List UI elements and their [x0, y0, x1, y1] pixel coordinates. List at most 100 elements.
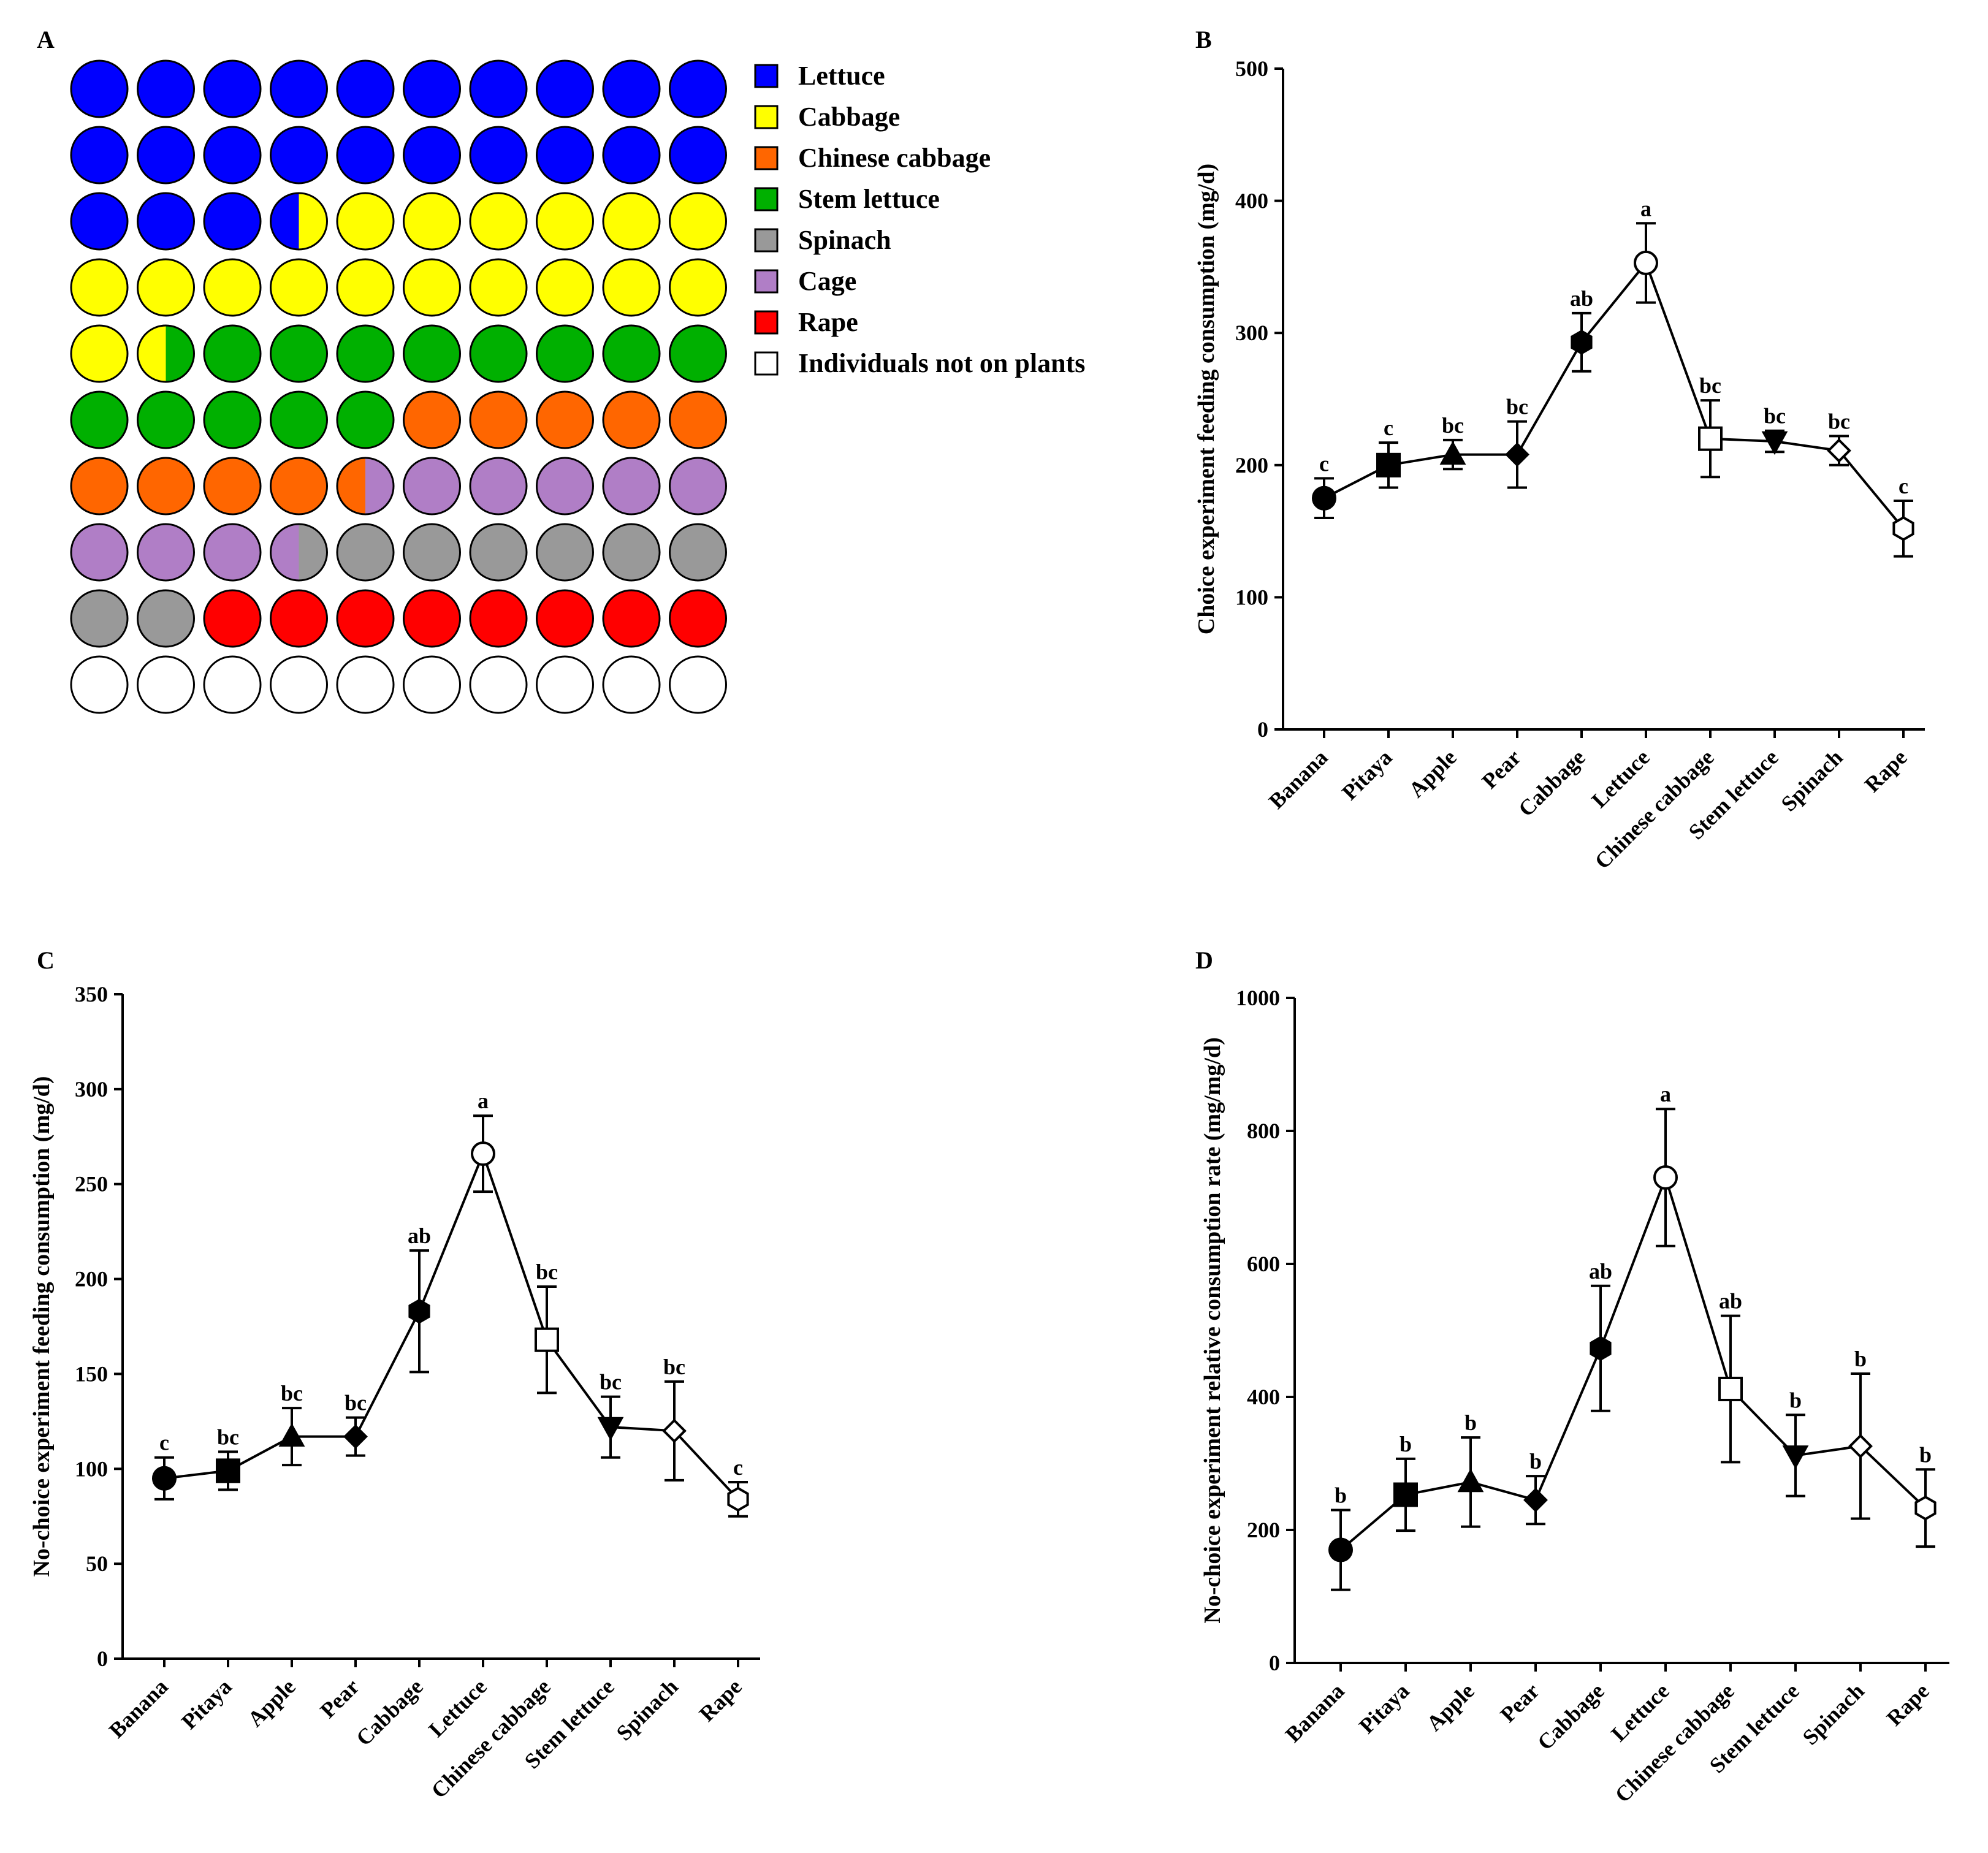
y-tick-label: 500	[1235, 56, 1268, 81]
legend-item-cabbage: Cabbage	[754, 102, 900, 132]
x-tick-label: Banana	[1281, 1678, 1349, 1747]
y-tick-label: 300	[75, 1077, 108, 1102]
grid-dot	[536, 523, 594, 582]
grid-dot	[536, 655, 594, 714]
significance-label: bc	[1764, 404, 1786, 428]
significance-label: ab	[1719, 1289, 1742, 1314]
data-point	[1523, 1488, 1548, 1513]
data-point	[1761, 431, 1788, 455]
grid-dot	[70, 192, 129, 251]
grid-dot	[669, 589, 727, 648]
x-tick-label: Apple	[1404, 745, 1461, 802]
grid-dot	[469, 126, 528, 185]
grid-dot	[336, 523, 395, 582]
y-tick-label: 0	[97, 1646, 108, 1671]
grid-dot	[70, 324, 129, 383]
significance-label: bc	[1699, 373, 1721, 398]
grid-dot	[469, 390, 528, 449]
grid-dot	[70, 258, 129, 317]
grid-dot	[602, 390, 661, 449]
chart-d: D 0 200 400 600 800 1000 No-choice experiment …	[1195, 946, 1949, 1807]
grid-dot	[70, 59, 129, 118]
panel-b-label: B	[1195, 26, 1212, 53]
y-tick-label: 250	[75, 1172, 108, 1197]
data-point	[1571, 329, 1593, 355]
legend-swatch	[754, 310, 779, 335]
grid-dot	[270, 324, 328, 383]
grid-dot	[403, 59, 461, 118]
grid-dot	[203, 655, 262, 714]
significance-label: b	[1529, 1449, 1542, 1474]
grid-dot	[469, 59, 528, 118]
grid-dot	[203, 324, 262, 383]
legend-item-chinese-cabbage: Chinese cabbage	[754, 143, 991, 173]
legend-swatch	[754, 269, 779, 294]
y-tick-label: 150	[75, 1361, 108, 1386]
grid-dot	[270, 258, 328, 317]
series-line	[1323, 260, 1905, 530]
x-tick-label: Cabbage	[1533, 1678, 1609, 1754]
data-point	[278, 1423, 305, 1447]
significance-label: a	[478, 1089, 489, 1113]
grid-dot	[137, 126, 195, 185]
y-axis-title: No-choice experiment relative consumptio…	[1200, 1037, 1225, 1623]
x-tick-label: Banana	[1264, 745, 1333, 813]
grid-dot	[469, 192, 528, 251]
significance-label: c	[733, 1455, 743, 1480]
grid-dot	[137, 589, 195, 648]
grid-dot	[70, 126, 129, 185]
x-tick-label: Chinese cabbage	[1590, 745, 1719, 873]
grid-dot	[270, 126, 328, 185]
data-point	[1698, 426, 1723, 451]
y-tick-label: 600	[1247, 1252, 1280, 1276]
significance-label: bc	[217, 1425, 239, 1449]
grid-dot	[602, 655, 661, 714]
significance-label: bc	[281, 1381, 303, 1406]
data-point	[471, 1141, 495, 1166]
grid-dot	[536, 126, 594, 185]
data-point	[662, 1418, 687, 1444]
legend-item-stem-lettuce: Stem lettuce	[754, 184, 940, 214]
grid-dot	[70, 523, 129, 582]
grid-dot	[669, 390, 727, 449]
series-line	[1339, 1173, 1927, 1551]
grid-dot	[536, 457, 594, 516]
grid-dot	[536, 589, 594, 648]
data-point	[1653, 1165, 1678, 1190]
grid-dot	[203, 390, 262, 449]
grid-dot	[137, 324, 195, 383]
grid-dot	[669, 324, 727, 383]
significance-label: bc	[345, 1391, 367, 1415]
data-point	[1892, 516, 1914, 541]
legend-label: Cabbage	[798, 102, 900, 132]
grid-dot	[203, 258, 262, 317]
significance-label: b	[1400, 1432, 1412, 1456]
legend-swatch	[754, 105, 779, 129]
grid-dot	[602, 457, 661, 516]
legend-item-rape: Rape	[754, 307, 858, 337]
significance-label: c	[1319, 451, 1329, 476]
panel-c-label: C	[37, 946, 55, 974]
legend-label: Rape	[798, 307, 858, 337]
grid-dot	[203, 192, 262, 251]
data-point	[597, 1417, 624, 1441]
grid-dot	[669, 523, 727, 582]
data-point	[1439, 441, 1466, 465]
data-point	[152, 1466, 177, 1491]
x-tick-label: Spinach	[1777, 745, 1848, 816]
x-tick-label: Pitaya	[1354, 1678, 1414, 1738]
panel-a-label: A	[37, 26, 55, 53]
legend: Lettuce Cabbage Chinese cabbage Stem lettuc…	[754, 61, 1085, 378]
grid-dot	[602, 192, 661, 251]
x-tick-label: Pear	[1477, 745, 1525, 793]
grid-dot	[536, 258, 594, 317]
data-point	[727, 1486, 749, 1512]
grid-dot	[336, 655, 395, 714]
grid-dot	[203, 59, 262, 118]
y-tick-label: 200	[1235, 453, 1268, 478]
x-tick-label: Apple	[243, 1674, 300, 1731]
y-tick-label: 1000	[1236, 986, 1280, 1010]
chart-b: B 0 100 200 300 400 500 Choice experiment feed…	[1194, 26, 1925, 873]
grid-dot	[469, 523, 528, 582]
significance-label: b	[1919, 1442, 1932, 1467]
